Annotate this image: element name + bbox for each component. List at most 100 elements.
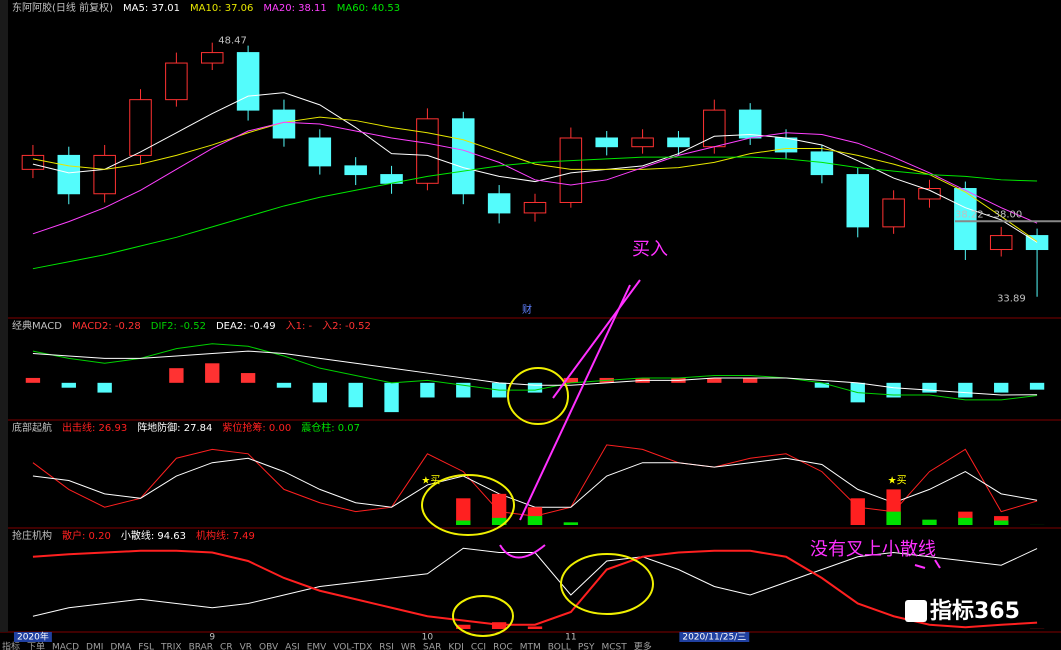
candle-body (954, 188, 977, 251)
tab: 更多 (634, 641, 652, 650)
ma-line (32, 121, 1038, 235)
tab: 下单 (27, 641, 45, 650)
hand-mark (499, 544, 546, 559)
x-tick-label: 10 (422, 633, 434, 643)
tab: RSI (379, 643, 394, 650)
buy-marker: ★买 (421, 475, 440, 487)
legend-item: DIF2: -0.52 (151, 321, 206, 332)
bar (994, 382, 1009, 393)
ma-line (32, 92, 1038, 243)
candle-body (882, 198, 905, 228)
tab: WR (401, 643, 416, 650)
candle-body (21, 154, 45, 170)
tab: VOL-TDX (333, 643, 372, 650)
candle-body (93, 154, 116, 195)
legend-item: MA20: 38.11 (263, 3, 326, 14)
bar (958, 517, 973, 525)
candle-body (129, 99, 152, 156)
min-label: 33.89 (997, 294, 1026, 305)
legend-item: 抢庄机构 (12, 529, 52, 542)
legend-item: DEA2: -0.49 (216, 321, 276, 332)
bar (527, 516, 543, 525)
bar (456, 520, 471, 525)
tab: MACD (52, 643, 79, 650)
bar (922, 382, 937, 393)
tab: ROC (493, 643, 513, 650)
legend-item: 底部起航 (12, 421, 52, 434)
hand-mark (914, 559, 941, 569)
candle-body (165, 62, 188, 101)
legend-item: 出击线: 26.93 (62, 421, 127, 434)
legend-item: 经典MACD (12, 319, 62, 332)
bar (348, 382, 363, 408)
candle-body (57, 154, 81, 195)
cursor-date-bg (679, 632, 750, 642)
highlight-circle (421, 474, 515, 536)
tab: BOLL (548, 643, 571, 650)
bar (527, 382, 543, 393)
bar (886, 382, 901, 398)
bar (456, 382, 471, 398)
tab: VR (240, 643, 252, 650)
tab: PSY (578, 643, 595, 650)
bar (97, 382, 112, 393)
tab: MCST (602, 643, 628, 650)
indicator-line (32, 350, 1038, 396)
legend-item: 紫位抢筹: 0.00 (222, 421, 291, 434)
candle-body (667, 137, 690, 148)
legend-item: 入1: - (286, 321, 313, 332)
bar (491, 517, 507, 525)
bar (240, 373, 256, 383)
sidebar (0, 0, 8, 632)
bar (886, 511, 901, 525)
candle-body (559, 137, 583, 203)
event-marker: 财 (522, 303, 532, 316)
bar (169, 368, 184, 383)
tab: CCI (471, 643, 486, 650)
tab: OBV (259, 643, 279, 650)
legend-item: 散户: 0.20 (62, 529, 111, 542)
tab: MTM (520, 643, 541, 650)
watermark-icon (905, 600, 927, 622)
candle-body (236, 52, 260, 111)
candle-body (631, 137, 654, 148)
legend-item: 入2: -0.52 (322, 321, 371, 332)
bar (994, 520, 1009, 525)
bar (743, 377, 758, 383)
tab: SAR (423, 643, 441, 650)
candle-body (487, 193, 511, 214)
arrow (519, 284, 631, 521)
candle-body (918, 188, 941, 200)
candle-body (703, 109, 726, 148)
legend-item: MA5: 37.01 (123, 3, 180, 14)
indicator-line (32, 343, 1038, 401)
tab: FSL (138, 643, 154, 650)
watermark: 指标365 (930, 598, 1020, 624)
legend-item: 震仓柱: 0.07 (301, 421, 360, 434)
bar (312, 382, 327, 403)
candle-body (272, 109, 296, 139)
arrow (552, 279, 641, 399)
x-tick-label: 2020年 (17, 631, 49, 643)
tab: DMA (110, 643, 132, 650)
tab: TRIX (160, 643, 182, 650)
bar (958, 382, 973, 398)
candle-body (846, 174, 870, 228)
candle-body (344, 165, 367, 176)
bar (491, 493, 507, 525)
candle-body (989, 235, 1013, 251)
bar (922, 519, 937, 525)
bar (814, 382, 830, 388)
x-tick-label: 2020/11/25/三 (682, 633, 746, 643)
bar (456, 498, 471, 525)
tab: EMV (307, 643, 327, 650)
tab: CR (220, 643, 233, 650)
candle-body (452, 118, 475, 195)
x-tick-label: 11 (565, 633, 576, 643)
bar (563, 522, 579, 525)
annotation: 没有叉上小散线 (810, 539, 936, 560)
highlight-circle (507, 367, 569, 425)
bar (25, 377, 41, 383)
highlight-circle (560, 553, 654, 615)
